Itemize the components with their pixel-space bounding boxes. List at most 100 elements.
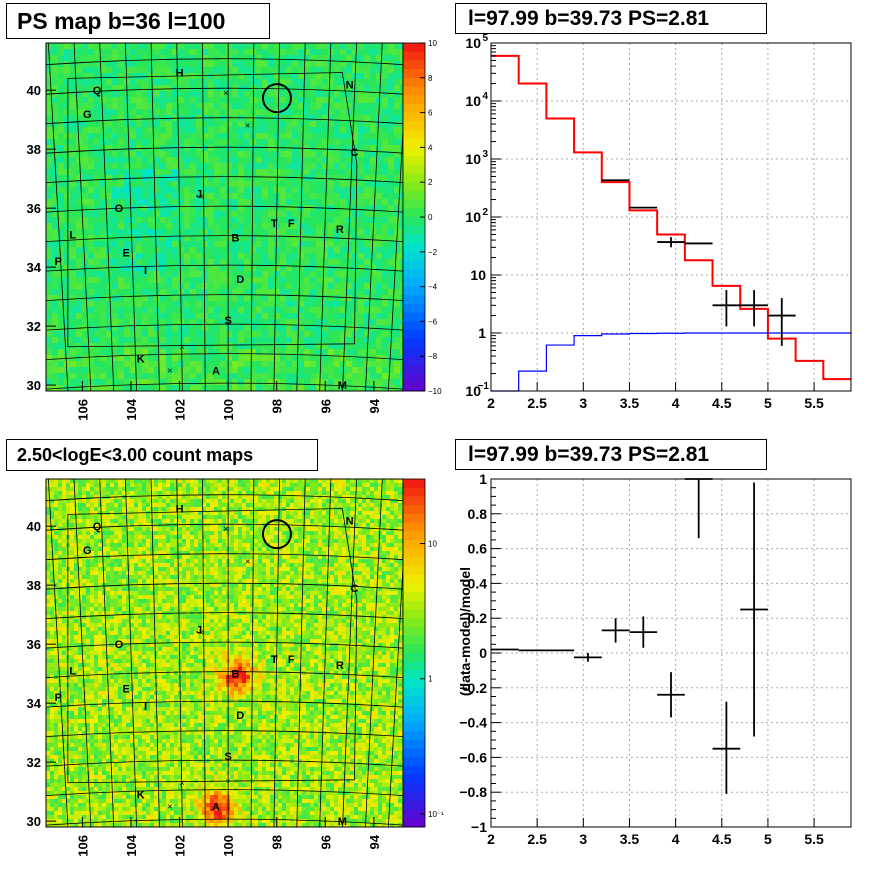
source-label: F: [288, 654, 295, 666]
x-tick-label: 96: [318, 835, 333, 849]
y-tick-exponent: −1: [478, 381, 490, 392]
cross-marker: ×: [199, 191, 204, 201]
y-tick-label: 0.4: [468, 575, 488, 591]
y-tick-label: 0.2: [468, 610, 488, 626]
colorbar-tick-label: 8: [428, 74, 433, 83]
y-tick-label: −0.6: [459, 749, 487, 765]
y-tick-exponent: 3: [482, 149, 488, 160]
y-axis-label: (data-model)/model: [457, 567, 473, 696]
source-label: E: [122, 683, 129, 695]
y-tick-label: 10: [470, 267, 486, 283]
y-tick-label: 38: [27, 142, 41, 157]
source-label: B: [231, 669, 239, 681]
colorbar-tick-label: −10: [428, 387, 442, 396]
source-label: M: [338, 816, 347, 828]
cross-marker: ×: [199, 627, 204, 637]
y-tick-label: 32: [27, 755, 41, 770]
y-tick-exponent: 5: [482, 33, 488, 44]
source-label: N: [346, 515, 354, 527]
x-tick-label: 96: [318, 399, 333, 413]
cross-marker: ×: [223, 88, 228, 98]
source-label: Q: [93, 521, 102, 533]
y-tick-label: 10: [465, 151, 481, 167]
y-tick-label: 10: [465, 383, 481, 399]
model-step-line: [491, 332, 851, 392]
y-tick-label: 10: [465, 209, 481, 225]
y-tick-label: 30: [27, 814, 41, 829]
model-step-line: [491, 54, 851, 381]
x-tick-label: 5: [764, 395, 772, 411]
y-tick-label: 0.8: [468, 506, 488, 522]
colorbar-tick-label: 10: [428, 39, 437, 48]
source-label: K: [137, 354, 145, 366]
colorbar-tick-label: −4: [428, 283, 438, 292]
ps-map-title: PS map b=36 l=100: [6, 3, 270, 39]
source-label: H: [176, 67, 184, 79]
residual-plot: 2 2.5 3 3.5 4 4.5 5 5.5 −1 −0.8 −0.6 −0.4 −0.2 0 0.2 0.…: [457, 471, 852, 847]
y-tick-label: 1: [478, 325, 486, 341]
source-label: B: [231, 233, 239, 245]
cross-marker: ×: [223, 524, 228, 534]
y-tick-label: 10: [465, 93, 481, 109]
x-tick-label: 106: [75, 399, 90, 421]
y-tick-label: 30: [27, 378, 41, 393]
source-label: H: [176, 503, 184, 515]
source-label: E: [122, 247, 129, 259]
y-tick-label: 0: [479, 645, 487, 661]
colorbar-tick-label: −6: [428, 317, 438, 326]
x-tick-label: 2.5: [527, 831, 547, 847]
y-tick-label: 36: [27, 201, 41, 216]
y-tick-label: −0.2: [459, 680, 487, 696]
colorbar-tick-label: 2: [428, 178, 433, 187]
colorbar-tick-label: 10⁻¹: [428, 810, 444, 819]
x-tick-label: 3: [579, 831, 587, 847]
y-tick-label: 10: [465, 35, 481, 51]
colorbar-tick-label: −2: [428, 248, 438, 257]
y-tick-label: −1: [471, 819, 487, 835]
y-tick-label: 40: [27, 83, 41, 98]
source-label: R: [336, 660, 344, 672]
source-label: N: [346, 79, 354, 91]
cross-marker: ×: [245, 557, 250, 567]
source-label: Q: [93, 85, 102, 97]
source-label: D: [236, 710, 244, 722]
count-map-title: 2.50<logE<3.00 count maps: [6, 439, 318, 471]
x-tick-label: 106: [75, 835, 90, 857]
source-label: D: [236, 274, 244, 286]
y-tick-label: 0.6: [468, 541, 488, 557]
x-tick-label: 104: [124, 834, 139, 856]
source-label: G: [83, 109, 92, 121]
x-tick-label: 98: [270, 835, 285, 849]
x-tick-label: 4.5: [712, 395, 732, 411]
cross-marker: ×: [167, 801, 172, 811]
colorbar-frame: [402, 478, 426, 828]
x-tick-label: 3.5: [620, 395, 640, 411]
coordinate-grid: [45, 42, 409, 392]
survey-boundary: [67, 508, 358, 784]
x-tick-label: 4.5: [712, 831, 732, 847]
source-label: J: [196, 188, 202, 200]
source-label: L: [69, 230, 76, 242]
colorbar-tick-label: −8: [428, 352, 438, 361]
y-tick-label: 1: [479, 471, 487, 487]
x-tick-label: 2: [487, 831, 495, 847]
y-tick-label: 40: [27, 519, 41, 534]
colorbar-tick-label: 10: [428, 540, 437, 549]
x-tick-label: 3: [579, 395, 587, 411]
cross-marker: ×: [179, 778, 184, 788]
x-tick-label: 102: [173, 399, 188, 421]
source-label: M: [338, 380, 347, 392]
y-tick-exponent: 2: [482, 207, 488, 218]
y-tick-label: −0.8: [459, 784, 487, 800]
x-tick-label: 2: [487, 395, 495, 411]
y-tick-exponent: 4: [482, 91, 488, 102]
y-tick-label: 38: [27, 578, 41, 593]
source-label: T: [271, 654, 278, 666]
colorbar-tick-label: 0: [428, 213, 433, 222]
y-tick-label: 34: [27, 260, 42, 275]
source-label: S: [224, 751, 231, 763]
x-tick-label: 5.5: [804, 831, 824, 847]
